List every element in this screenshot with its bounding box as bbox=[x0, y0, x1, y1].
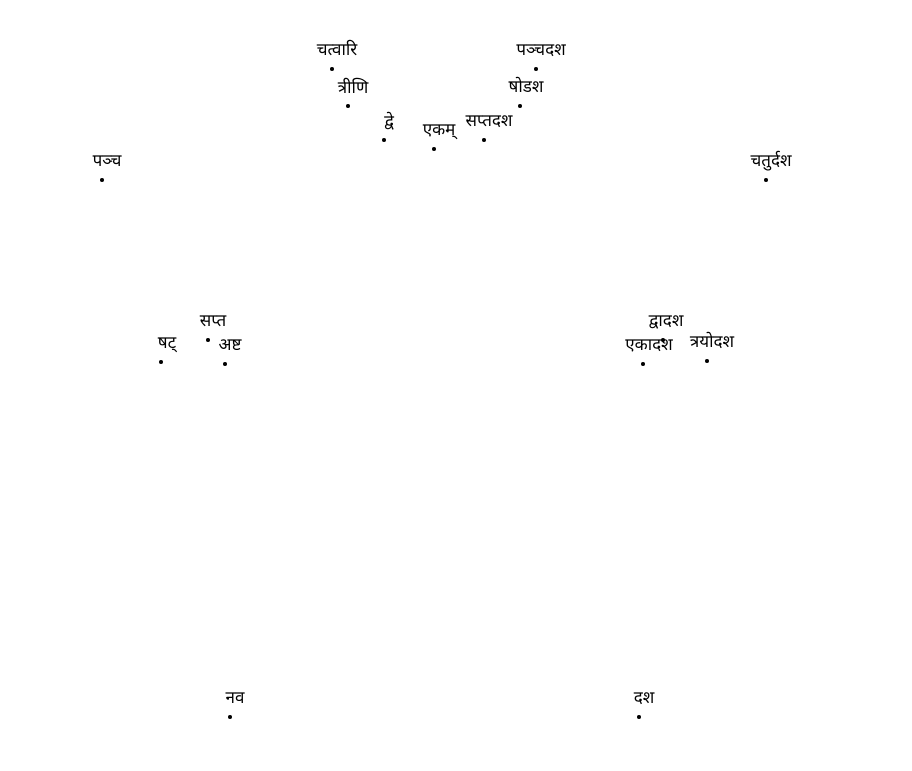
point-label: षट् bbox=[157, 333, 177, 353]
point-dot bbox=[228, 715, 232, 719]
point-label: पञ्चदश bbox=[516, 40, 566, 60]
point-label: एकादश bbox=[625, 335, 673, 355]
point-label: पञ्च bbox=[92, 151, 122, 171]
point-label: सप्त bbox=[199, 311, 227, 331]
point-dot bbox=[661, 338, 665, 342]
point-label: दश bbox=[633, 688, 655, 708]
point-label: सप्तदश bbox=[465, 111, 513, 131]
point-label: एकम् bbox=[422, 120, 456, 140]
point-dot bbox=[705, 359, 709, 363]
point-label: द्वादश bbox=[648, 311, 684, 331]
point-dot bbox=[764, 178, 768, 182]
point-label: चत्वारि bbox=[316, 40, 358, 60]
point-label: अष्ट bbox=[218, 335, 242, 355]
point-dot bbox=[206, 338, 210, 342]
point-label: षोडश bbox=[508, 77, 544, 97]
point-dot bbox=[346, 104, 350, 108]
point-label: त्रीणि bbox=[337, 78, 369, 98]
point-label: त्रयोदश bbox=[689, 332, 735, 352]
point-dot bbox=[330, 67, 334, 71]
point-label: द्वे bbox=[384, 112, 394, 132]
point-dot bbox=[382, 138, 386, 142]
point-dot bbox=[159, 360, 163, 364]
point-dot bbox=[534, 67, 538, 71]
point-dot bbox=[641, 362, 645, 366]
point-dot bbox=[100, 178, 104, 182]
point-dot bbox=[482, 138, 486, 142]
point-dot bbox=[223, 362, 227, 366]
point-dot bbox=[518, 104, 522, 108]
point-dot bbox=[432, 147, 436, 151]
point-label: चतुर्दश bbox=[750, 151, 792, 171]
point-dot bbox=[637, 715, 641, 719]
point-label: नव bbox=[225, 688, 245, 708]
